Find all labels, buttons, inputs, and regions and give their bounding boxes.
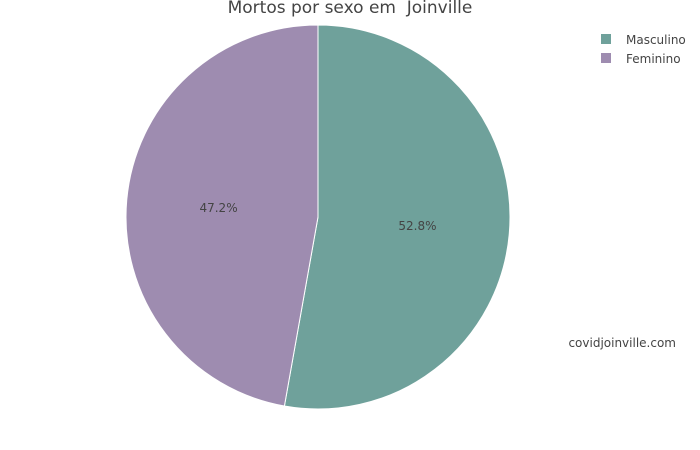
slice-label-feminino: 47.2% <box>199 201 237 215</box>
legend-swatch-masculino <box>601 34 611 44</box>
legend-label-feminino: Feminino <box>626 52 681 66</box>
legend-label-masculino: Masculino <box>626 33 686 47</box>
pie-slices <box>125 24 511 410</box>
pie-slice-masculino <box>283 24 511 410</box>
chart-title: Mortos por sexo em Joinville <box>228 0 473 18</box>
legend: Masculino Feminino <box>601 33 686 66</box>
pie-slice-feminino <box>125 24 319 407</box>
slice-label-masculino: 52.8% <box>398 219 436 233</box>
legend-swatch-feminino <box>601 53 611 63</box>
watermark-text: covidjoinville.com <box>568 336 676 350</box>
pie-slice-labels: 52.8% 47.2% <box>199 201 436 233</box>
